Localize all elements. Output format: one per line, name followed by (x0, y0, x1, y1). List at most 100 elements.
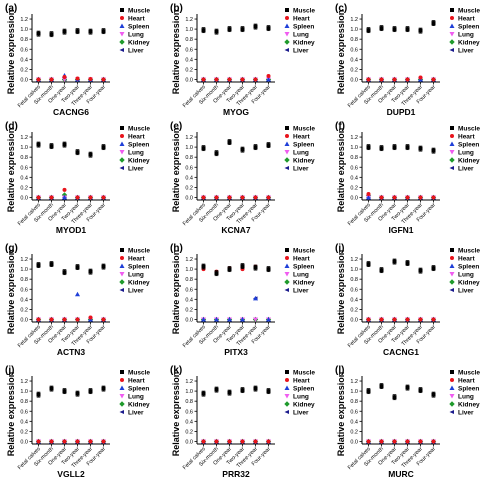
data-point-spleen (266, 76, 271, 82)
data-point-muscle (49, 386, 54, 391)
data-point-heart (266, 439, 271, 444)
legend-marker-liver (284, 48, 289, 52)
y-tick-label: 0.6 (185, 47, 193, 53)
legend-label: Kidney (458, 158, 480, 165)
legend-marker-spleen (119, 385, 125, 390)
legend-marker-heart (285, 256, 289, 260)
legend-label: Muscle (293, 8, 315, 15)
data-point-heart (88, 439, 93, 444)
data-point-muscle (88, 152, 93, 157)
data-point-heart (214, 439, 219, 444)
panel-label: (c) (335, 3, 347, 14)
data-point-spleen (253, 295, 258, 301)
y-tick-label: 1.2 (350, 17, 358, 23)
data-point-muscle (101, 386, 106, 391)
data-point-heart (62, 439, 67, 444)
data-point-heart (253, 439, 258, 444)
legend-label: Kidney (293, 402, 315, 409)
data-point-heart (240, 267, 245, 272)
legend-marker-muscle (450, 8, 454, 12)
panel-e: (e)Relative expression 0.0 0.2 0.4 0.6 0.8 1.0… (170, 121, 315, 235)
data-point-muscle (214, 151, 219, 156)
legend-marker-liver (284, 288, 289, 292)
legend-marker-liver (449, 166, 454, 170)
legend-label: Heart (458, 378, 475, 385)
legend-label: Heart (128, 378, 145, 385)
legend-marker-kidney (284, 39, 290, 45)
y-tick-label: 0.2 (350, 429, 358, 435)
y-tick-label: 0.0 (350, 195, 358, 201)
data-point-heart (405, 317, 410, 322)
legend-marker-muscle (450, 370, 454, 374)
y-tick-label: 0.8 (185, 37, 193, 43)
data-point-muscle (266, 267, 271, 272)
y-axis-title: Relative expression (171, 128, 181, 213)
panel-k: (k)Relative expression 0.0 0.2 0.4 0.6 0.8 1.0… (170, 365, 315, 479)
legend-marker-spleen (119, 23, 125, 28)
panel-label: (d) (5, 121, 18, 132)
y-tick-label: 1.0 (350, 389, 358, 395)
legend-label: Spleen (293, 142, 314, 149)
legend-label: Heart (128, 16, 145, 23)
legend-label: Kidney (458, 280, 480, 287)
y-tick-label: 0.6 (20, 165, 28, 171)
legend-marker-spleen (284, 141, 290, 146)
y-tick-label: 1.2 (185, 257, 193, 263)
legend-label: Lung (293, 150, 309, 157)
legend-marker-heart (285, 134, 289, 138)
legend-label: Muscle (458, 248, 480, 255)
gene-name-label: CACNG1 (383, 347, 419, 357)
data-point-heart (88, 76, 93, 81)
data-point-muscle (405, 261, 410, 266)
legend-label: Lung (293, 272, 309, 279)
legend-label: Liver (458, 166, 474, 173)
y-tick-label: 0.8 (185, 399, 193, 405)
data-point-heart (240, 439, 245, 444)
legend-marker-lung (119, 32, 125, 37)
data-point-spleen (75, 291, 80, 297)
y-tick-label: 0.8 (20, 277, 28, 283)
y-tick-label: 0.8 (20, 399, 28, 405)
y-tick-label: 0.4 (185, 175, 193, 181)
data-point-muscle (418, 28, 423, 33)
panel-label: (h) (170, 243, 183, 254)
y-tick-label: 0.2 (185, 307, 193, 313)
data-point-heart (101, 77, 106, 82)
gene-name-label: CACNG6 (53, 107, 89, 117)
y-tick-label: 0.4 (185, 57, 193, 63)
data-point-heart (201, 195, 206, 200)
y-tick-label: 0.0 (185, 77, 193, 83)
legend-label: Spleen (128, 386, 149, 393)
legend-label: Heart (293, 134, 310, 141)
data-point-muscle (62, 142, 67, 147)
y-tick-label: 1.2 (20, 379, 28, 385)
data-point-muscle (214, 271, 219, 276)
panel-c: (c)Relative expression 0.0 0.2 0.4 0.6 0.8 1.0… (335, 3, 480, 117)
y-tick-label: 0.2 (20, 429, 28, 435)
legend-marker-lung (449, 272, 455, 277)
data-point-heart (392, 439, 397, 444)
y-tick-label: 0.0 (185, 195, 193, 201)
panel-label: (i) (335, 243, 344, 254)
legend-marker-muscle (285, 370, 289, 374)
legend-label: Kidney (458, 402, 480, 409)
data-point-heart (88, 315, 93, 320)
legend-label: Liver (458, 288, 474, 295)
data-point-heart (405, 195, 410, 200)
y-tick-label: 0.8 (350, 37, 358, 43)
y-tick-label: 1.0 (350, 267, 358, 273)
panel-label: (a) (5, 3, 17, 14)
legend-label: Liver (293, 48, 309, 55)
data-point-heart (405, 439, 410, 444)
gene-name-label: PITX3 (224, 347, 248, 357)
y-tick-label: 0.2 (20, 185, 28, 191)
legend-label: Muscle (458, 370, 480, 377)
legend-label: Spleen (128, 24, 149, 31)
data-point-muscle (240, 27, 245, 32)
data-point-muscle (240, 388, 245, 393)
data-point-heart (75, 195, 80, 200)
legend-marker-heart (450, 134, 454, 138)
legend-marker-liver (449, 410, 454, 414)
y-tick-label: 0.8 (350, 277, 358, 283)
data-point-heart (227, 439, 232, 444)
